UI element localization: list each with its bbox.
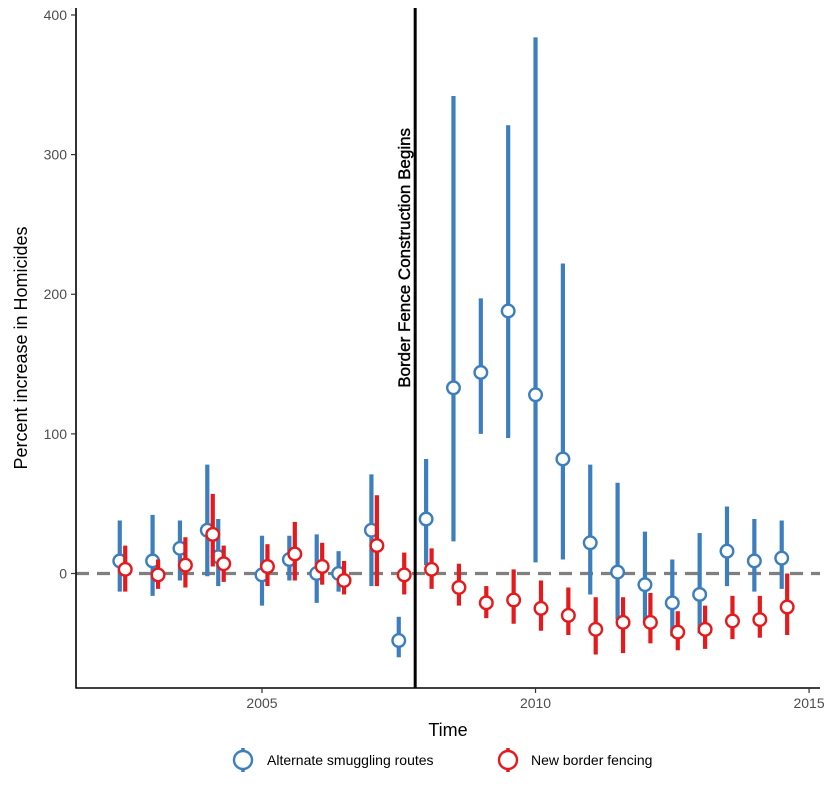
x-tick-label: 2010	[520, 695, 551, 711]
data-point	[369, 538, 385, 554]
data-point	[287, 546, 303, 562]
data-point	[396, 567, 412, 583]
data-point	[117, 561, 133, 577]
data-point	[336, 572, 352, 588]
data-point	[692, 586, 708, 602]
legend-item: Alternate smuggling routes	[232, 748, 434, 772]
y-tick-label: 400	[44, 7, 68, 23]
data-point	[418, 511, 434, 527]
legend-label: New border fencing	[531, 752, 652, 768]
legend-item: New border fencing	[497, 748, 652, 772]
data-point	[724, 613, 740, 629]
data-point	[697, 621, 713, 637]
data-point	[500, 303, 516, 319]
x-tick-label: 2015	[793, 695, 824, 711]
data-point	[560, 607, 576, 623]
reference-line-label: Border Fence Construction Begins	[395, 128, 414, 388]
legend-key-circle	[232, 749, 254, 771]
data-point	[259, 559, 275, 575]
data-point	[506, 592, 522, 608]
data-point	[746, 553, 762, 569]
data-point	[314, 559, 330, 575]
data-point	[615, 614, 631, 630]
legend-label: Alternate smuggling routes	[267, 752, 434, 768]
data-point	[533, 600, 549, 616]
data-point	[670, 624, 686, 640]
x-tick-label: 2005	[246, 695, 277, 711]
data-point	[150, 567, 166, 583]
data-point	[451, 579, 467, 595]
data-point	[445, 380, 461, 396]
data-point	[637, 577, 653, 593]
data-point	[424, 561, 440, 577]
data-point	[473, 364, 489, 380]
data-point	[719, 543, 735, 559]
data-point	[642, 614, 658, 630]
x-axis-title: Time	[428, 720, 467, 740]
data-point	[177, 557, 193, 573]
data-point	[555, 451, 571, 467]
data-point	[391, 633, 407, 649]
data-point	[774, 550, 790, 566]
series-alternate-smuggling-routes	[112, 37, 790, 658]
data-point	[582, 535, 598, 551]
y-axis-title: Percent increase in Homicides	[11, 226, 31, 469]
data-point	[205, 526, 221, 542]
data-point	[664, 595, 680, 611]
series-new-border-fencing	[117, 493, 795, 655]
data-point	[588, 621, 604, 637]
data-point	[610, 564, 626, 580]
y-tick-label: 0	[59, 566, 67, 582]
data-point	[752, 612, 768, 628]
data-point	[779, 599, 795, 615]
y-tick-label: 300	[44, 147, 68, 163]
y-tick-label: 100	[44, 426, 68, 442]
legend-key-circle	[497, 749, 519, 771]
data-point	[216, 556, 232, 572]
data-point	[478, 595, 494, 611]
y-tick-label: 200	[44, 286, 68, 302]
data-point	[528, 387, 544, 403]
